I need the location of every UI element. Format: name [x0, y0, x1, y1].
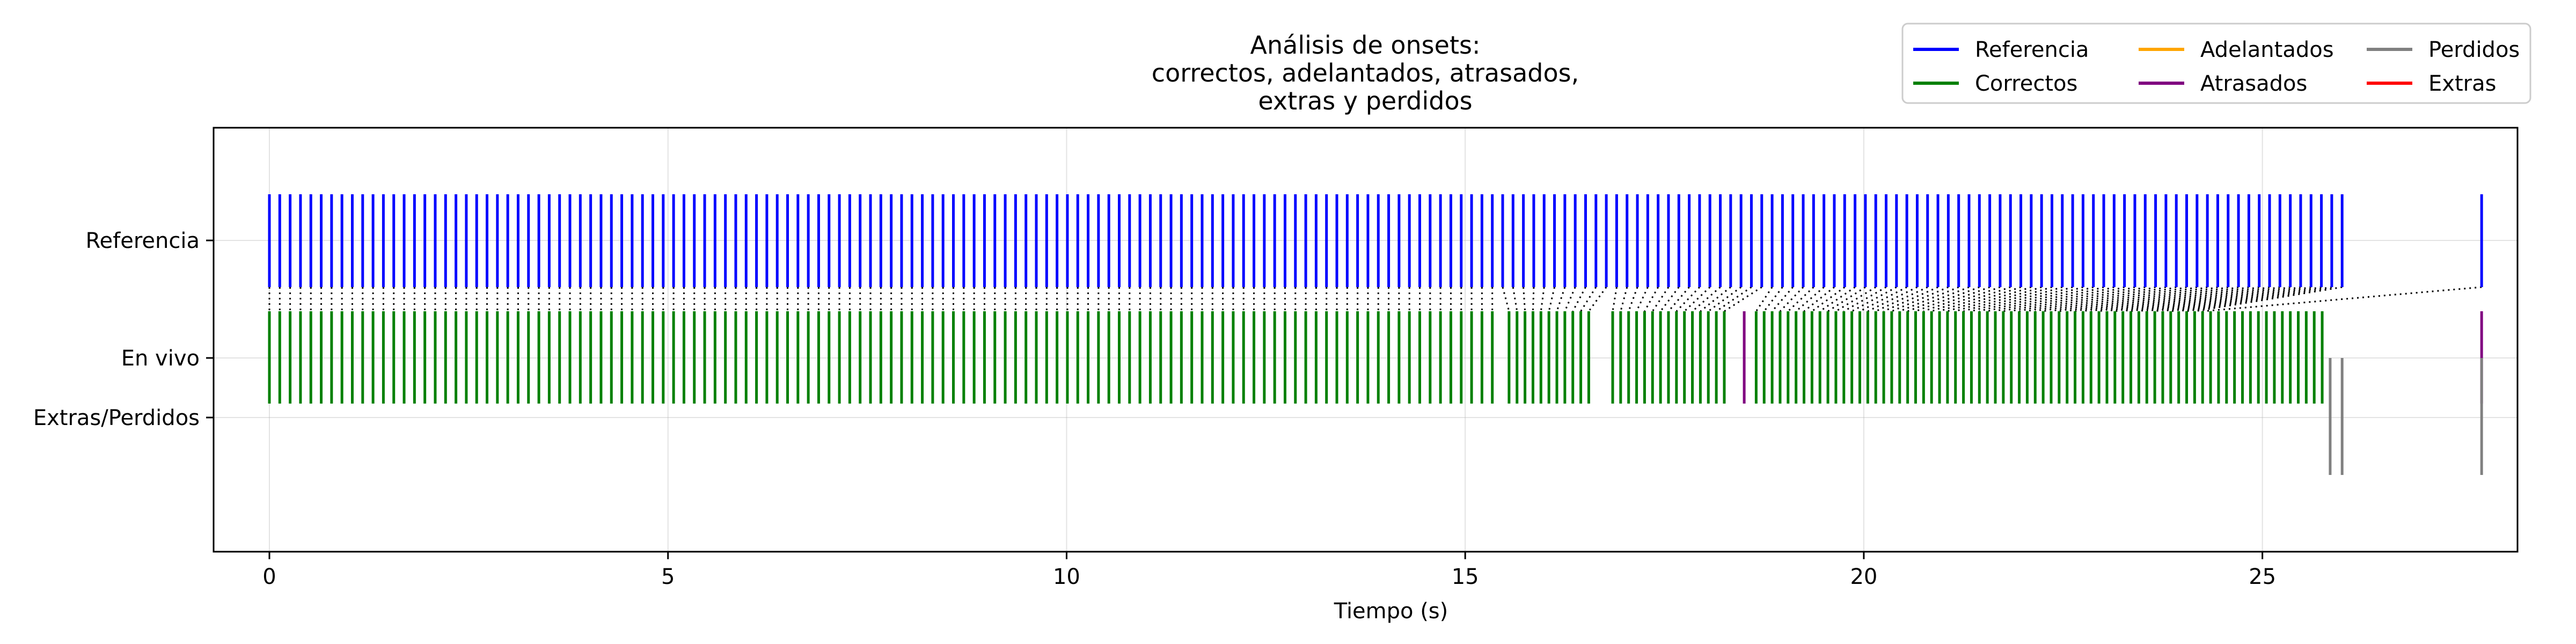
- match-line: [2162, 286, 2301, 312]
- match-line: [2194, 286, 2343, 312]
- match-line: [1771, 287, 1794, 312]
- match-line: [1716, 286, 1752, 312]
- match-line: [2035, 286, 2135, 312]
- x-tick-label: 0: [262, 565, 276, 589]
- match-line: [1915, 286, 1980, 312]
- match-line: [1628, 287, 1638, 312]
- match-line: [2019, 286, 2114, 312]
- plot-frame: [213, 127, 2519, 553]
- match-line: [1644, 287, 1659, 312]
- match-line: [1859, 286, 1907, 312]
- match-line: [2170, 286, 2311, 312]
- match-line: [2003, 286, 2094, 312]
- legend-label-reference: Referencia: [1975, 38, 2089, 62]
- match-line: [1827, 286, 1866, 312]
- match-line: [2027, 286, 2125, 312]
- match-line: [1556, 287, 1566, 312]
- match-line: [1700, 286, 1731, 312]
- match-line: [1923, 286, 1990, 312]
- match-line: [2059, 286, 2167, 312]
- x-tick-label: 25: [2249, 565, 2276, 589]
- match-line: [1899, 286, 1959, 312]
- match-line: [2186, 286, 2332, 312]
- match-line: [2106, 286, 2229, 312]
- match-line: [1779, 286, 1804, 312]
- match-line: [1580, 287, 1597, 312]
- match-line: [2154, 286, 2290, 312]
- match-line: [1652, 287, 1670, 312]
- match-line: [1675, 286, 1700, 312]
- match-line: [2043, 286, 2146, 312]
- match-line: [1659, 287, 1680, 312]
- match-line: [1612, 287, 1618, 312]
- match-line: [1763, 287, 1783, 312]
- match-line: [1755, 287, 1773, 312]
- y-axis: Referencia En vivo Extras/Perdidos: [33, 229, 214, 430]
- legend-label-early: Adelantados: [2200, 38, 2334, 62]
- match-line: [1819, 286, 1856, 312]
- match-line: [2083, 286, 2198, 312]
- match-line: [2123, 286, 2249, 312]
- match-line: [1787, 286, 1814, 312]
- match-line: [1851, 286, 1897, 312]
- match-line: [1523, 287, 1526, 312]
- x-tick-label: 15: [1452, 565, 1479, 589]
- legend-label-extra: Extras: [2428, 71, 2496, 96]
- match-line: [1548, 287, 1556, 312]
- match-line: [1803, 286, 1835, 312]
- match-line: [1667, 287, 1690, 312]
- match-line: [1692, 286, 1721, 312]
- x-axis-label: Tiempo (s): [1334, 599, 1448, 624]
- y-tick-label: Extras/Perdidos: [33, 406, 200, 430]
- match-line: [1724, 286, 1762, 312]
- chart-title-line-2: correctos, adelantados, atrasados,: [1152, 58, 1579, 87]
- y-tick-label: Referencia: [86, 229, 200, 253]
- match-line: [1620, 287, 1628, 312]
- chart-title-line-1: Análisis de onsets:: [1250, 31, 1481, 60]
- match-line: [2146, 286, 2280, 312]
- match-line: [1835, 286, 1876, 312]
- chart-title-line-3: extras y perdidos: [1258, 86, 1472, 115]
- legend-label-missed: Perdidos: [2428, 38, 2520, 62]
- match-line: [2139, 286, 2270, 312]
- match-line: [1708, 286, 1742, 312]
- match-line: [1979, 286, 2063, 312]
- match-line: [1947, 286, 2022, 312]
- match-line: [1684, 286, 1711, 312]
- match-line: [2131, 286, 2259, 312]
- match-line: [1588, 287, 1607, 312]
- y-tick-label: En vivo: [121, 346, 200, 371]
- x-tick-label: 10: [1053, 565, 1080, 589]
- x-tick-label: 20: [1850, 565, 1877, 589]
- match-line: [1971, 286, 2052, 312]
- match-line: [1795, 286, 1825, 312]
- x-tick-label: 5: [661, 565, 675, 589]
- match-line: [2202, 286, 2482, 312]
- legend-label-correct: Correctos: [1975, 71, 2077, 96]
- match-line: [1931, 286, 2001, 312]
- match-lines: [268, 286, 2482, 312]
- match-line: [1502, 287, 1510, 312]
- match-line: [1540, 287, 1545, 312]
- match-line: [1867, 286, 1918, 312]
- match-line: [1883, 286, 1938, 312]
- match-line: [1987, 286, 2073, 312]
- match-line: [1811, 286, 1846, 312]
- match-line: [1995, 286, 2083, 312]
- match-line: [1891, 286, 1949, 312]
- match-line: [1875, 286, 1928, 312]
- match-line: [2011, 286, 2104, 312]
- x-axis: 0 5 10 15 20 25: [262, 552, 2276, 589]
- match-line: [1572, 287, 1586, 312]
- match-line: [1907, 286, 1970, 312]
- legend-label-late: Atrasados: [2200, 71, 2307, 96]
- match-line: [1512, 287, 1518, 312]
- match-line: [2098, 286, 2218, 312]
- match-line: [1636, 287, 1649, 312]
- legend: Referencia Correctos Adelantados Atrasad…: [1901, 23, 2531, 104]
- match-line: [1564, 287, 1576, 312]
- match-line: [2090, 286, 2208, 312]
- onset-marks: [268, 194, 2483, 475]
